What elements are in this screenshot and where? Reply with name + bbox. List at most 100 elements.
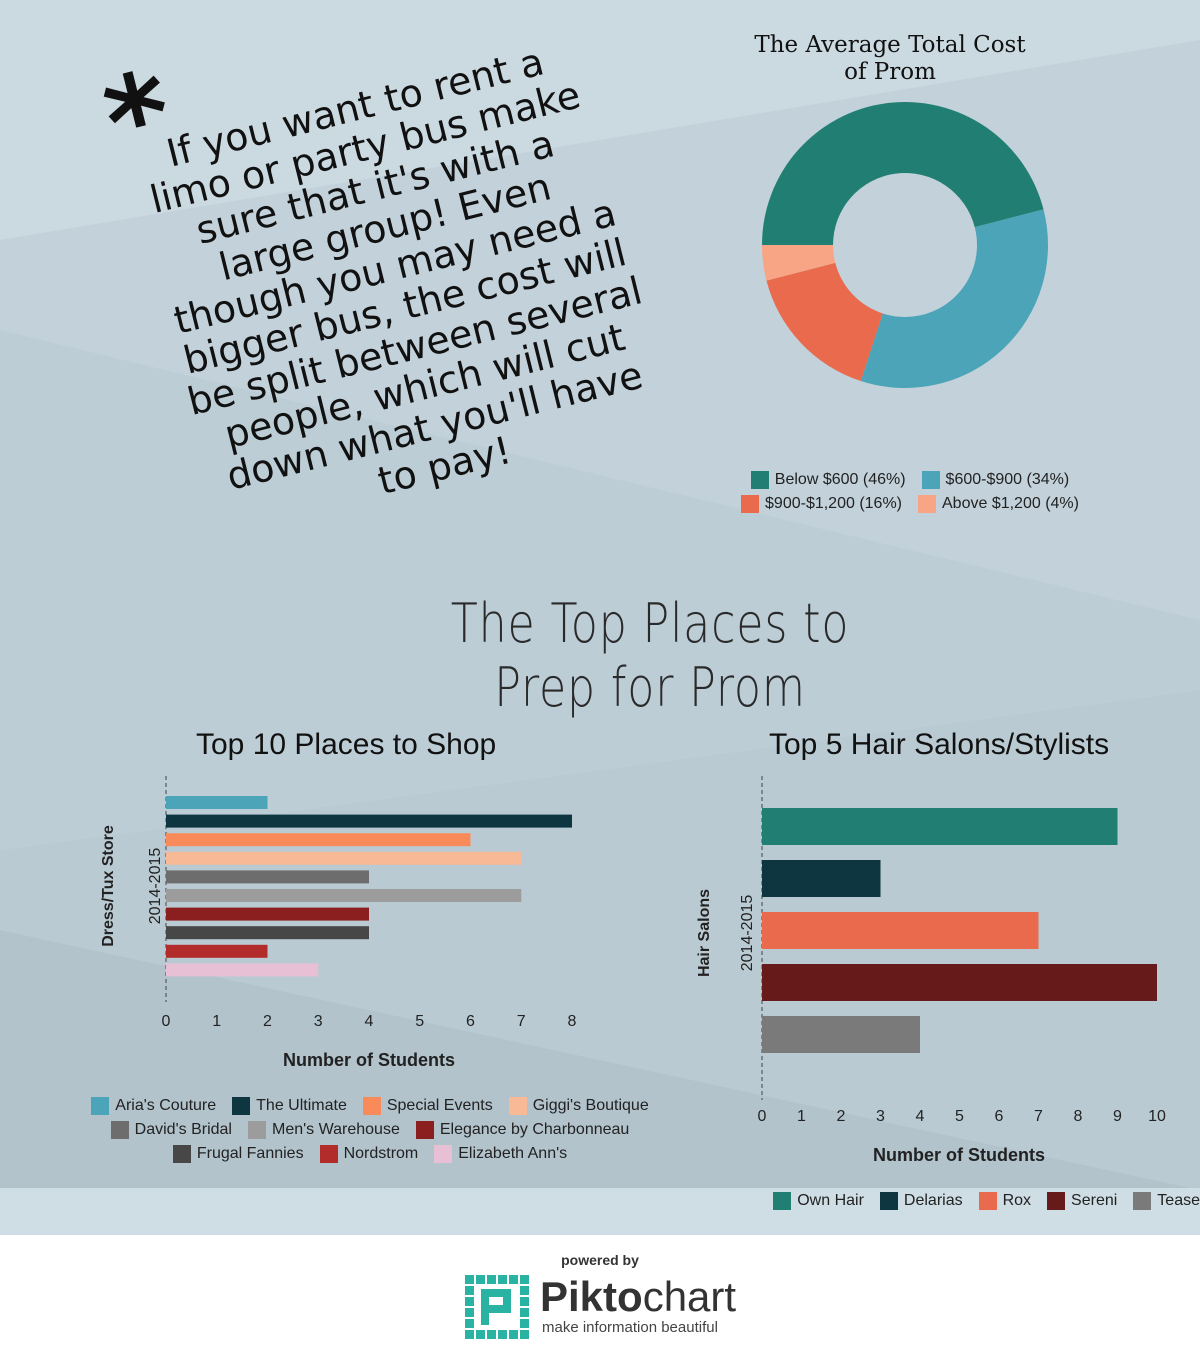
bar-aria-s-couture <box>166 796 268 809</box>
x-tick-label: 3 <box>314 1013 323 1030</box>
bar-david-s-bridal <box>166 870 369 884</box>
donut-slice-above-1-200-4 <box>762 245 836 281</box>
donut-legend-item-below-600-46: Below $600 (46%) <box>750 471 906 489</box>
legend-swatch <box>319 1145 338 1163</box>
legend-label: Special Events <box>386 1097 493 1114</box>
legend-swatch <box>110 1121 129 1139</box>
main-title-line2: Prep for Prom <box>494 656 806 719</box>
legend-label: Men's Warehouse <box>271 1121 400 1138</box>
hair-legend-item-tease: Tease <box>1133 1192 1200 1210</box>
x-tick-label: 4 <box>365 1013 374 1030</box>
bar-men-s-warehouse <box>166 889 522 902</box>
piktochart-logo-icon <box>465 1275 529 1339</box>
bar-special-events <box>166 833 471 847</box>
x-tick-label: 4 <box>916 1108 925 1125</box>
donut-slice-600-900-34 <box>860 209 1048 388</box>
x-tick-label: 3 <box>876 1108 885 1125</box>
x-tick-label: 2 <box>263 1013 272 1030</box>
legend-swatch <box>232 1097 251 1115</box>
shop-legend-item-giggi-s-boutique: Giggi's Boutique <box>508 1097 649 1115</box>
legend-label: Elizabeth Ann's <box>458 1145 568 1162</box>
donut-title-line2: of Prom <box>844 59 936 85</box>
shop-legend-item-nordstrom: Nordstrom <box>319 1145 418 1163</box>
x-tick-label: 9 <box>1113 1108 1122 1125</box>
legend-swatch <box>741 495 760 513</box>
donut-slice-below-600-46 <box>762 102 1044 245</box>
donut-legend: Below $600 (46%) $600-$900 (34%) $900-$1,2… <box>700 471 1120 513</box>
x-axis-label: Number of Students <box>283 1050 455 1070</box>
legend-swatch <box>1133 1192 1152 1210</box>
x-tick-label: 2 <box>837 1108 846 1125</box>
legend-label: Below $600 (46%) <box>774 471 906 488</box>
legend-label: Sereni <box>1071 1192 1118 1209</box>
hair-chart-title: Top 5 Hair Salons/Stylists <box>769 728 1110 761</box>
bar-rox <box>762 912 1039 949</box>
legend-label: Aria's Couture <box>115 1097 217 1114</box>
donut-legend-item-above-1-200-4: Above $1,200 (4%) <box>918 495 1079 513</box>
shop-legend-item-special-events: Special Events <box>362 1097 493 1115</box>
x-tick-label: 0 <box>758 1108 767 1125</box>
x-tick-label: 10 <box>1148 1108 1166 1125</box>
legend-swatch <box>978 1192 997 1210</box>
legend-swatch <box>879 1192 898 1210</box>
legend-swatch <box>508 1097 527 1115</box>
bar-sereni <box>762 964 1157 1001</box>
legend-label: Rox <box>1002 1192 1032 1209</box>
x-tick-label: 7 <box>517 1013 526 1030</box>
bar-nordstrom <box>166 944 268 958</box>
hair-legend: Own Hair Delarias Rox Sereni Tease <box>700 1192 1200 1210</box>
hair-bar-chart: 0 1 2 3 4 5 6 7 8 9 10 Number of Students Hair Salon… <box>696 776 1166 1165</box>
powered-by-text: powered by <box>561 1252 639 1268</box>
shop-legend-item-men-s-warehouse: Men's Warehouse <box>247 1121 400 1139</box>
x-tick-label: 0 <box>162 1013 171 1030</box>
piktochart-brand: Piktochart <box>540 1273 736 1321</box>
piktochart-tagline: make information beautiful <box>542 1319 718 1336</box>
x-tick-label: 8 <box>1074 1108 1083 1125</box>
main-title: The Top Places to Prep for Prom <box>363 592 937 720</box>
legend-label: Above $1,200 (4%) <box>942 495 1079 512</box>
hair-legend-item-delarias: Delarias <box>879 1192 963 1210</box>
donut-title-line1: The Average Total Cost <box>754 32 1026 58</box>
hair-legend-item-rox: Rox <box>978 1192 1032 1210</box>
legend-label: Giggi's Boutique <box>532 1097 649 1114</box>
shop-chart-title: Top 10 Places to Shop <box>196 728 497 761</box>
legend-label: Delarias <box>903 1192 963 1209</box>
legend-swatch <box>918 495 936 513</box>
shop-legend-item-the-ultimate: The Ultimate <box>232 1097 347 1115</box>
shop-legend-item-david-s-bridal: David's Bridal <box>110 1121 232 1139</box>
legend-swatch <box>362 1097 381 1115</box>
legend-label: The Ultimate <box>256 1097 347 1114</box>
x-tick-label: 7 <box>1034 1108 1043 1125</box>
shop-legend: Aria's Couture The Ultimate Special Events… <box>90 1097 650 1163</box>
x-tick-label: 8 <box>568 1013 577 1030</box>
donut-legend-item-600-900-34: $600-$900 (34%) <box>921 471 1069 489</box>
legend-swatch <box>415 1121 434 1139</box>
legend-label: Own Hair <box>797 1192 864 1209</box>
legend-swatch <box>921 471 940 489</box>
legend-swatch <box>91 1097 110 1115</box>
hair-legend-item-own-hair: Own Hair <box>773 1192 864 1210</box>
bar-elizabeth-ann-s <box>166 963 319 977</box>
x-tick-label: 5 <box>415 1013 424 1030</box>
legend-swatch <box>247 1121 266 1139</box>
category-label: 2014-2015 <box>147 848 164 925</box>
x-axis-label: Number of Students <box>873 1145 1045 1165</box>
bar-delarias <box>762 860 881 897</box>
category-label: 2014-2015 <box>739 895 756 972</box>
bar-frugal-fannies <box>166 926 369 940</box>
donut-slice-900-1-200-16 <box>766 262 883 382</box>
shop-legend-item-elizabeth-ann-s: Elizabeth Ann's <box>434 1145 567 1163</box>
legend-label: Tease <box>1157 1192 1200 1209</box>
legend-swatch <box>172 1145 191 1163</box>
x-tick-label: 1 <box>797 1108 806 1125</box>
x-tick-label: 1 <box>212 1013 221 1030</box>
bar-giggi-s-boutique <box>166 851 522 865</box>
x-tick-label: 5 <box>955 1108 964 1125</box>
shop-legend-item-elegance-by-charbonneau: Elegance by Charbonneau <box>415 1121 629 1139</box>
bar-own-hair <box>762 808 1118 845</box>
y-axis-label: Hair Salons <box>696 889 713 977</box>
legend-label: Frugal Fannies <box>196 1145 304 1162</box>
brand-regular: chart <box>642 1273 737 1320</box>
legend-swatch <box>434 1145 453 1163</box>
legend-swatch <box>750 471 769 489</box>
